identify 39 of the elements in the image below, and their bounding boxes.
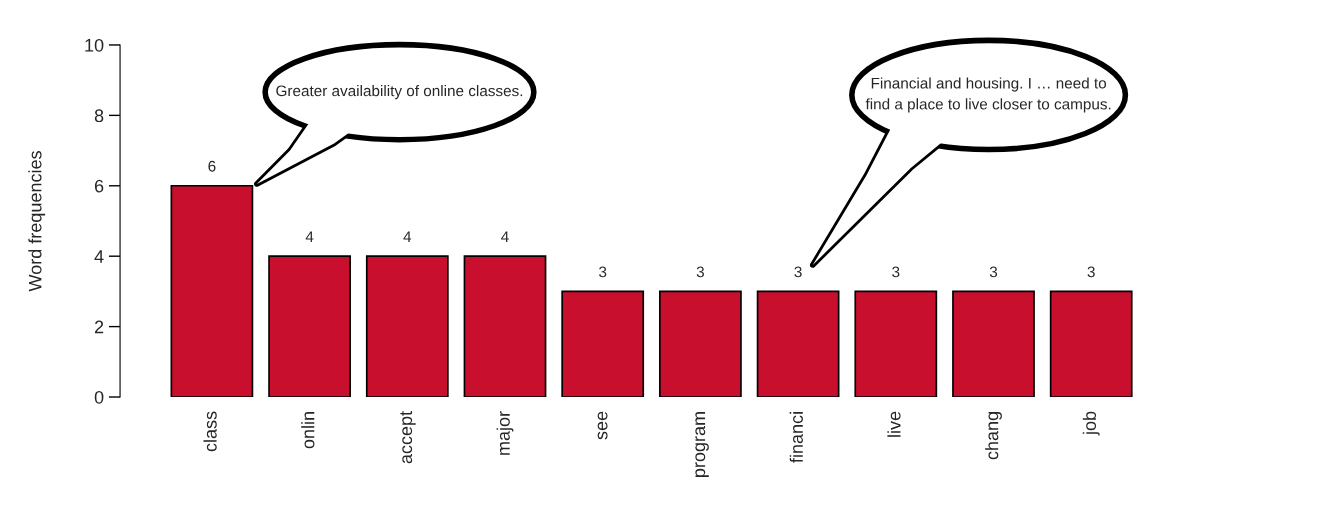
data-label: 3 — [599, 266, 607, 278]
bar — [756, 290, 840, 398]
x-tick-label: job — [1082, 411, 1100, 436]
y-tick-label: 10 — [85, 38, 104, 52]
data-label: 3 — [794, 266, 802, 278]
data-label: 4 — [305, 231, 314, 242]
data-label: 3 — [989, 266, 998, 278]
bar — [659, 290, 742, 398]
x-tick-label: chang — [985, 412, 1002, 460]
bar — [1049, 290, 1133, 398]
data-label: 4 — [403, 231, 412, 242]
annotation: Financial and housing. I … need to find a place to live closer to campus. — [865, 77, 1111, 113]
data-label: 3 — [892, 266, 900, 278]
x-tick-label: see — [597, 411, 608, 440]
x-tick-label: class — [203, 411, 217, 452]
data-label: 3 — [696, 266, 704, 278]
bar — [561, 290, 645, 398]
x-tick-label: financi — [789, 412, 803, 463]
y-tick-label: 8 — [94, 109, 104, 123]
bar — [463, 255, 547, 398]
bar — [854, 290, 938, 398]
x-tick-label: accept — [400, 411, 416, 464]
bar — [365, 255, 449, 398]
bar — [952, 290, 1035, 398]
annotation: Greater availability of online classes. — [276, 85, 523, 100]
data-label: 3 — [1087, 266, 1095, 278]
y-axis-title: Word frequencies — [28, 151, 46, 292]
x-tick-label: program — [695, 412, 709, 477]
y-tick-label: 2 — [94, 320, 104, 334]
y-tick-label: 6 — [94, 179, 104, 193]
data-label: 4 — [501, 231, 509, 242]
x-tick-label: live — [887, 411, 901, 437]
bar — [268, 255, 351, 398]
y-tick-label: 4 — [94, 250, 104, 263]
x-tick-label: major — [496, 411, 514, 455]
data-label: 6 — [208, 160, 216, 172]
y-tick-label: 0 — [94, 390, 104, 404]
bar — [170, 184, 254, 398]
x-tick-label: onlin — [301, 412, 315, 449]
